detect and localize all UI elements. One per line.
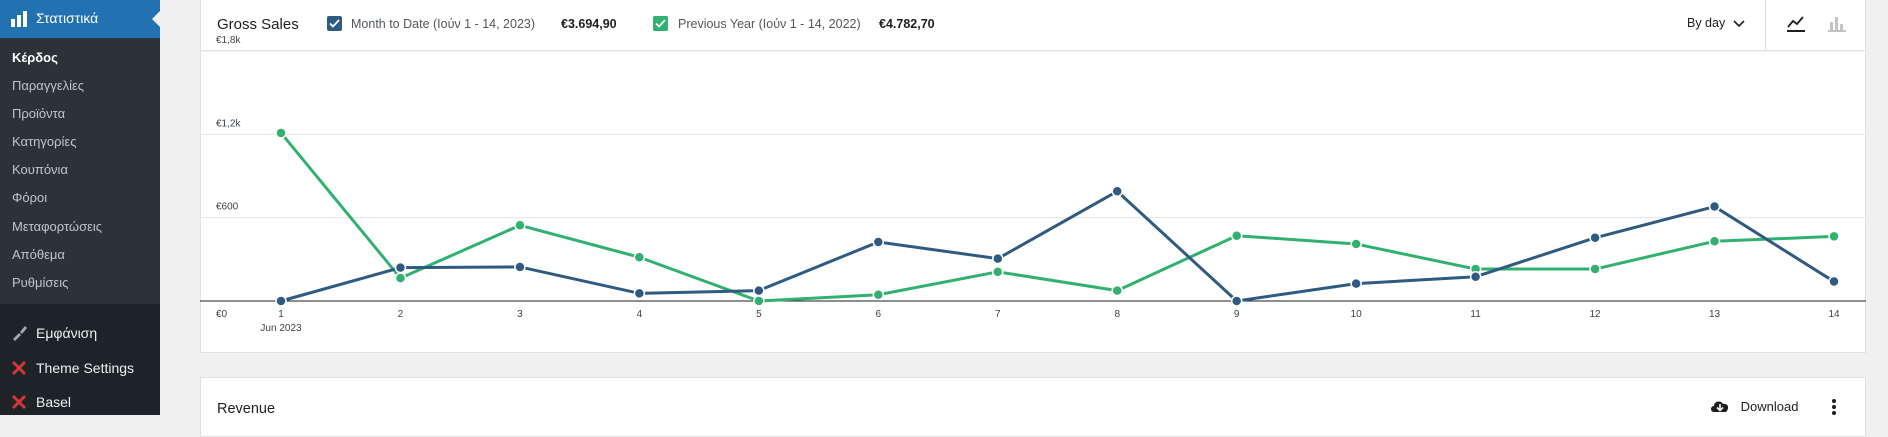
gross-sales-card: Gross Sales Month to Date (Ιούν 1 - 14, … [200, 0, 1866, 353]
submenu-item-coupons[interactable]: Κουπόνια [12, 162, 68, 177]
bar-chart-icon[interactable] [1827, 13, 1847, 38]
theme-x-icon [10, 359, 28, 380]
legend-checkbox-month-to-date[interactable] [327, 16, 342, 31]
theme-x-icon [10, 393, 28, 414]
chevron-down-icon [1733, 17, 1745, 31]
submenu-item-taxes[interactable]: Φόροι [12, 190, 48, 205]
menu-item-label: Theme Settings [36, 360, 135, 376]
active-indicator [152, 11, 160, 27]
submenu-item-profit[interactable]: Κέρδος [12, 50, 58, 65]
menu-item-label: Basel [36, 394, 72, 410]
brush-icon [10, 324, 28, 345]
revenue-title: Revenue [217, 401, 276, 417]
download-button[interactable]: Download [1709, 398, 1798, 417]
menu-item-statistics[interactable]: Στατιστικά [0, 0, 160, 38]
line-chart-icon[interactable] [1786, 13, 1806, 38]
submenu-item-settings[interactable]: Ρυθμίσεις [12, 275, 69, 290]
bar-chart-icon [10, 10, 28, 33]
interval-select-value: By day [1687, 16, 1726, 30]
submenu-item-stock[interactable]: Απόθεμα [12, 247, 65, 262]
submenu-item-orders[interactable]: Παραγγελίες [12, 78, 85, 93]
header-divider [1765, 0, 1766, 50]
legend-label-previous-year: Previous Year (Ιούν 1 - 14, 2022) [678, 17, 861, 31]
menu-item-appearance[interactable]: Εμφάνιση [0, 316, 160, 350]
legend-total-month-to-date: €3.694,90 [561, 17, 617, 31]
legend-checkbox-previous-year[interactable] [653, 16, 668, 31]
legend-label-month-to-date: Month to Date (Ιούν 1 - 14, 2023) [351, 17, 536, 31]
menu-item-theme-settings[interactable]: Theme Settings [0, 351, 160, 385]
cloud-download-icon [1709, 398, 1731, 417]
submenu-item-downloads[interactable]: Μεταφορτώσεις [12, 219, 103, 234]
submenu-item-products[interactable]: Προϊόντα [12, 106, 66, 121]
chart-title: Gross Sales [217, 16, 299, 33]
menu-item-basel[interactable]: Basel [0, 385, 160, 419]
revenue-card: Revenue Download [200, 377, 1866, 437]
chart-header: Gross Sales Month to Date (Ιούν 1 - 14, … [201, 0, 1865, 51]
interval-select[interactable]: By day [1687, 16, 1745, 31]
menu-item-label: Στατιστικά [36, 10, 99, 26]
more-vertical-icon[interactable] [1831, 398, 1837, 421]
menu-item-label: Εμφάνιση [36, 325, 98, 341]
statistics-submenu: Κέρδος Παραγγελίες Προϊόντα Κατηγορίες Κ… [0, 38, 160, 304]
legend-total-previous-year: €4.782,70 [879, 17, 935, 31]
download-label: Download [1740, 398, 1799, 414]
admin-sidebar: Στατιστικά Κέρδος Παραγγελίες Προϊόντα Κ… [0, 0, 160, 415]
submenu-item-categories[interactable]: Κατηγορίες [12, 134, 77, 149]
